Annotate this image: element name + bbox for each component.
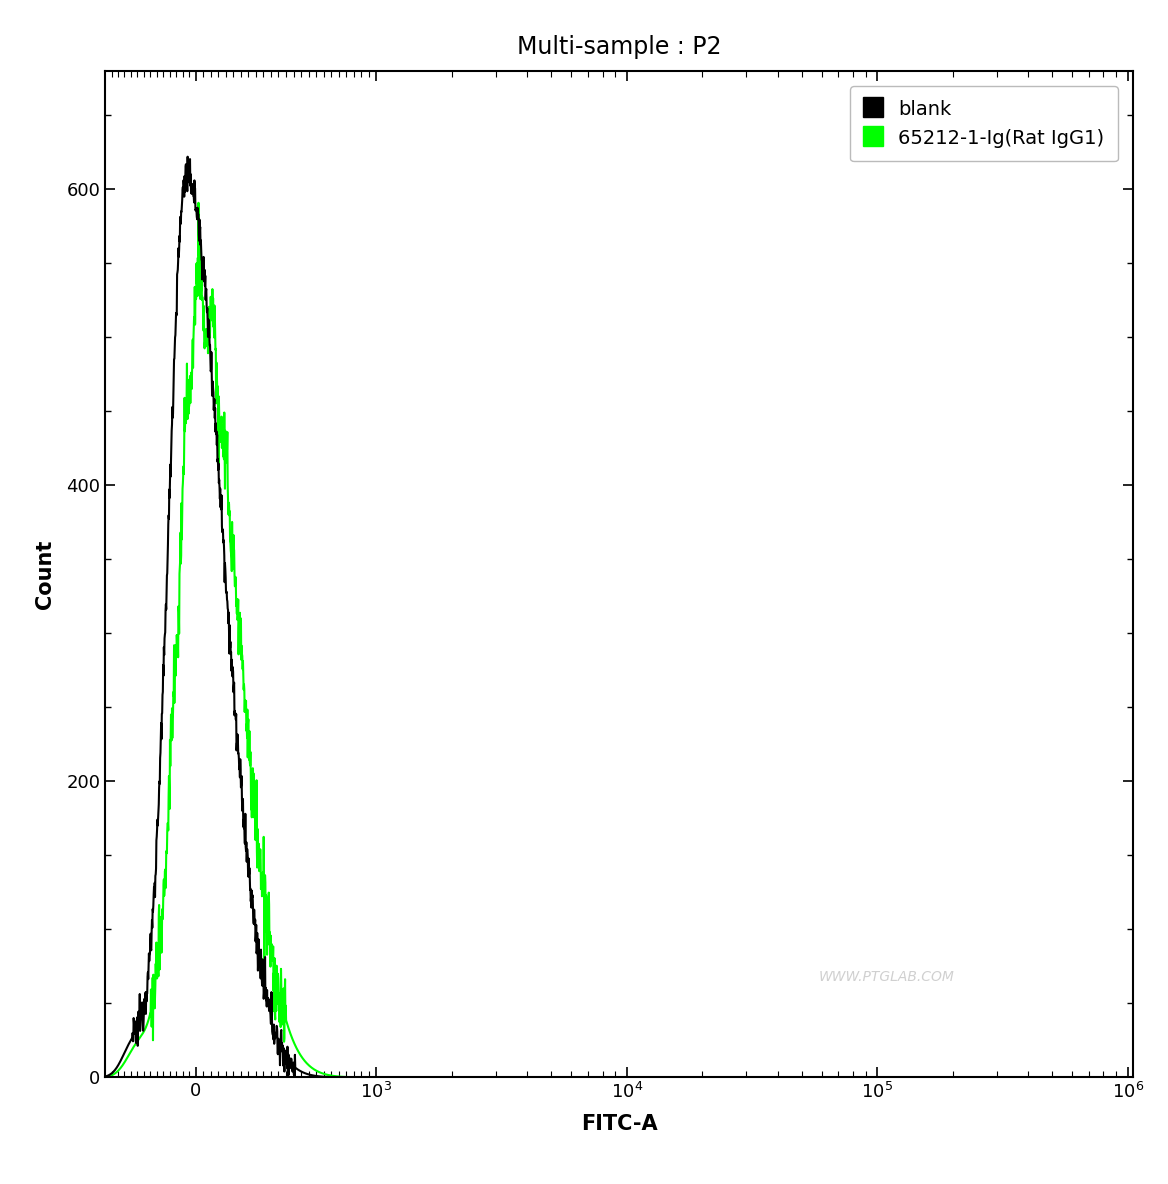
Legend: blank, 65212-1-Ig(Rat IgG1): blank, 65212-1-Ig(Rat IgG1) bbox=[850, 85, 1118, 161]
Y-axis label: Count: Count bbox=[35, 540, 55, 609]
Title: Multi-sample : P2: Multi-sample : P2 bbox=[516, 36, 722, 59]
Text: WWW.PTGLAB.COM: WWW.PTGLAB.COM bbox=[819, 970, 954, 984]
X-axis label: FITC-A: FITC-A bbox=[580, 1113, 658, 1133]
